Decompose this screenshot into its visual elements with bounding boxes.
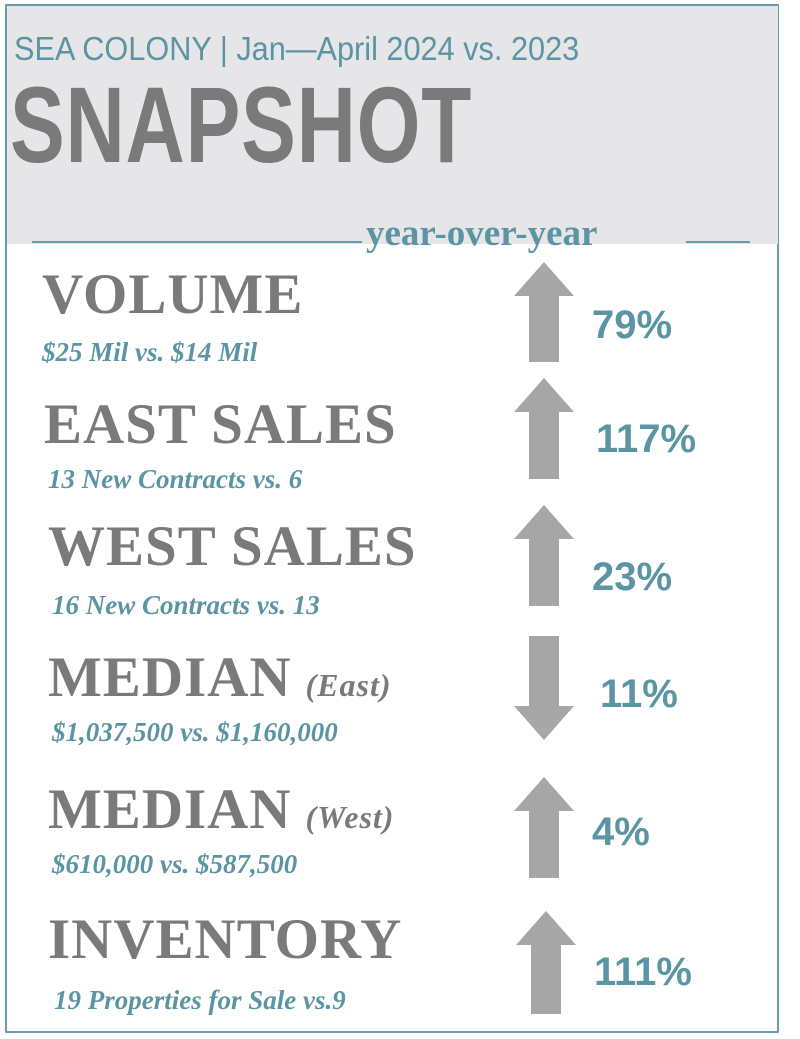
page-title: SNAPSHOT <box>10 64 473 185</box>
metric-name-text: INVENTORY <box>48 908 403 971</box>
report-subtitle: SEA COLONY | Jan—April 2024 vs. 2023 <box>14 30 580 67</box>
percent-change: 79% <box>592 303 673 347</box>
percent-change: 11% <box>600 672 678 716</box>
arrow-up-icon <box>514 378 574 479</box>
percent-change: 111% <box>594 950 692 994</box>
metric-name: INVENTORY <box>48 907 402 972</box>
yoy-divider-right <box>686 241 750 243</box>
metric-name-text: MEDIAN <box>48 778 292 841</box>
metric-detail: $610,000 vs. $587,500 <box>52 849 298 879</box>
yoy-label: year-over-year <box>366 213 598 254</box>
header-band <box>7 6 778 244</box>
percent-change: 23% <box>592 555 673 599</box>
metric-name-text: EAST SALES <box>44 393 397 456</box>
metric-detail: 16 New Contracts vs. 13 <box>52 590 320 620</box>
metric-name: EAST SALES <box>44 392 397 457</box>
metric-name: MEDIAN (West) <box>48 777 394 842</box>
arrow-up-icon <box>514 777 574 878</box>
percent-change: 4% <box>592 810 650 854</box>
metric-detail: $1,037,500 vs. $1,160,000 <box>52 717 338 747</box>
metric-qualifier: (West) <box>305 799 395 835</box>
percent-change: 117% <box>596 417 697 461</box>
metric-name-text: MEDIAN <box>48 646 292 709</box>
metric-detail: $25 Mil vs. $14 Mil <box>42 337 258 367</box>
metric-name: WEST SALES <box>48 514 417 579</box>
metric-name: MEDIAN (East) <box>48 645 392 710</box>
metric-name-text: WEST SALES <box>48 515 417 578</box>
metric-detail: 13 New Contracts vs. 6 <box>48 464 303 494</box>
arrow-down-icon <box>514 636 574 740</box>
metric-name-text: VOLUME <box>42 263 304 326</box>
arrow-up-icon <box>514 262 574 362</box>
metric-detail: 19 Properties for Sale vs.9 <box>54 985 346 1015</box>
metric-qualifier: (East) <box>305 667 392 703</box>
metric-name: VOLUME <box>42 262 303 327</box>
arrow-up-icon <box>516 911 576 1014</box>
yoy-divider-left <box>32 241 362 243</box>
arrow-up-icon <box>514 505 574 606</box>
